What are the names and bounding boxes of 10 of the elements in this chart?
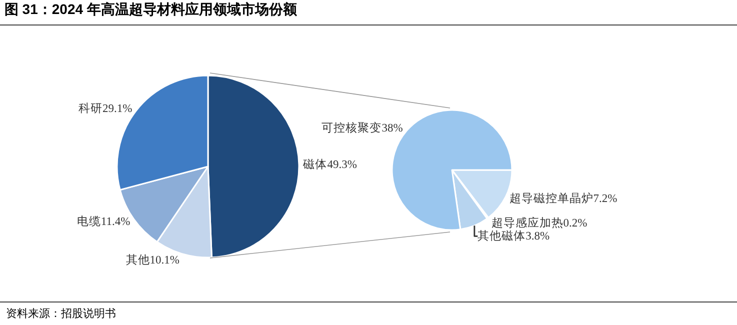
slice-label: 可控核聚变38%: [322, 120, 404, 135]
text: 资料来源：招股说明书: [6, 307, 116, 320]
slice-label: 磁体49.3%: [302, 158, 358, 172]
slice-label: 超导感应加热0.2%: [491, 216, 588, 230]
slice-label: 科研29.1%: [78, 102, 133, 116]
slice-label: 其他磁体3.8%: [478, 230, 550, 243]
slice-label: 电缆11.4%: [76, 214, 131, 228]
chart-title: 图 31：2024 年高温超导材料应用领域市场份额: [4, 0, 298, 17]
slice-label: 其他10.1%: [126, 254, 180, 267]
slice-label: 超导磁控单晶炉7.2%: [509, 191, 618, 205]
